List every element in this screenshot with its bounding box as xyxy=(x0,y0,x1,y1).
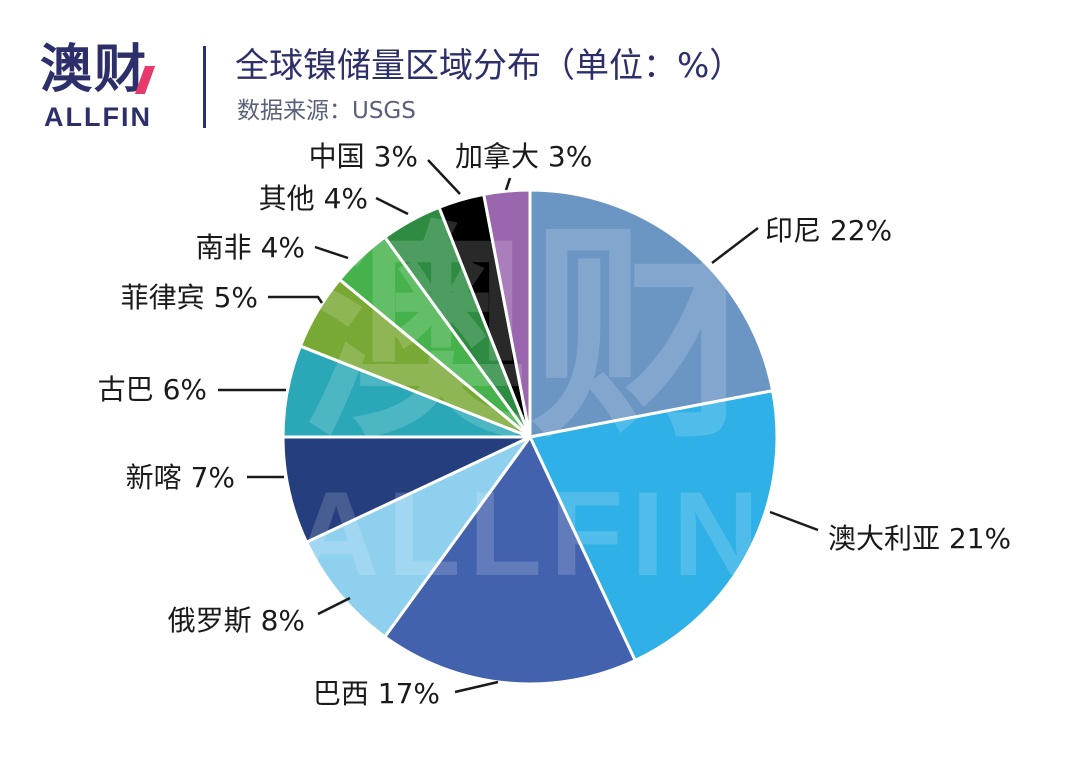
slice-label: 澳大利亚 21% xyxy=(828,522,1011,555)
slice-label: 俄罗斯 8% xyxy=(168,604,305,637)
leader-line xyxy=(427,159,461,195)
brand-logo: 澳财 ALLFIN xyxy=(40,40,170,135)
slice-label: 古巴 6% xyxy=(98,373,207,406)
leader-line xyxy=(769,510,819,532)
slice-label: 中国 3% xyxy=(309,140,418,173)
pie-slices xyxy=(281,188,779,686)
watermark-english: ALLFIN xyxy=(293,467,768,601)
slice-label: 菲律宾 5% xyxy=(121,281,258,314)
pie-slice xyxy=(528,389,779,662)
watermark-chinese: 澳财 xyxy=(300,207,760,464)
leader-line xyxy=(454,680,499,694)
pie-slice xyxy=(383,435,637,686)
leader-line xyxy=(314,245,349,260)
slice-label: 南非 4% xyxy=(196,231,305,264)
pie-slice xyxy=(528,188,775,439)
slice-labels: 印尼 22% 澳大利亚 21% 巴西 17% 俄罗斯 8% 新喀 7% 古巴 6% 菲律宾 … xyxy=(98,140,1011,710)
chart-source: 数据来源：USGS xyxy=(237,98,416,124)
slice-label: 加拿大 3% xyxy=(455,140,592,173)
chart-title: 全球镍储量区域分布（单位：%） xyxy=(235,46,744,86)
leader-line xyxy=(504,177,512,191)
header-divider xyxy=(203,46,206,128)
slice-label: 印尼 22% xyxy=(765,214,892,247)
pie-slice xyxy=(305,435,532,639)
leader-line xyxy=(711,227,759,264)
slice-label: 其他 4% xyxy=(259,182,368,215)
leader-line xyxy=(375,196,409,216)
slice-label: 新喀 7% xyxy=(126,461,235,494)
pie-slice xyxy=(482,188,532,439)
logo-chinese-text: 澳财 xyxy=(40,40,149,100)
watermark: 澳财 ALLFIN xyxy=(293,207,768,601)
leader-line xyxy=(317,596,351,616)
logo-english-text: ALLFIN xyxy=(44,102,152,132)
leader-lines xyxy=(218,159,819,694)
pie-slice xyxy=(281,435,532,544)
slice-label: 巴西 17% xyxy=(313,677,440,710)
leader-line xyxy=(268,295,324,304)
